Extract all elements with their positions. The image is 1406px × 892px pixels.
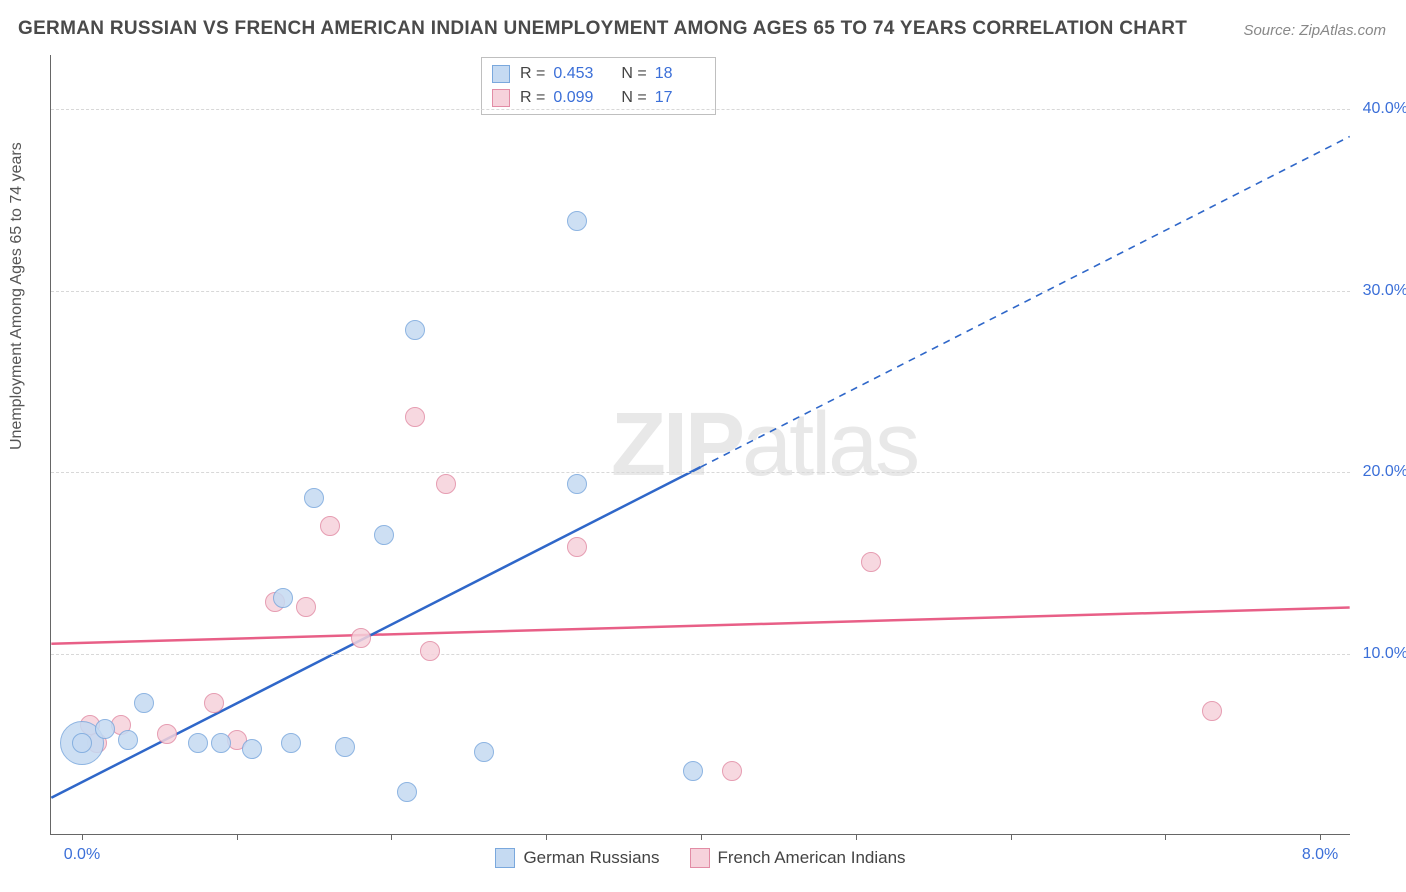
chart-title: GERMAN RUSSIAN VS FRENCH AMERICAN INDIAN… xyxy=(18,18,1187,40)
y-tick-label: 10.0% xyxy=(1363,645,1406,663)
data-point-b xyxy=(861,552,881,572)
x-tick xyxy=(856,834,857,840)
n-value: 17 xyxy=(655,89,705,107)
data-point-a xyxy=(95,719,115,739)
data-point-a xyxy=(281,733,301,753)
legend-label: French American Indians xyxy=(718,848,906,868)
x-tick xyxy=(1165,834,1166,840)
legend-swatch xyxy=(492,65,510,83)
legend-label: German Russians xyxy=(523,848,659,868)
gridline xyxy=(51,654,1350,655)
data-point-a xyxy=(304,488,324,508)
x-tick xyxy=(391,834,392,840)
x-tick-label: 0.0% xyxy=(64,846,100,864)
data-point-b xyxy=(296,597,316,617)
data-point-a xyxy=(474,742,494,762)
legend-row: R = 0.099 N = 17 xyxy=(492,86,705,110)
trend-line xyxy=(51,467,700,798)
data-point-b xyxy=(351,628,371,648)
x-tick-label: 8.0% xyxy=(1302,846,1338,864)
data-point-a xyxy=(211,733,231,753)
data-point-a xyxy=(683,761,703,781)
data-point-a xyxy=(273,588,293,608)
y-tick-label: 40.0% xyxy=(1363,100,1406,118)
x-tick xyxy=(82,834,83,840)
legend-row: R = 0.453 N = 18 xyxy=(492,62,705,86)
data-point-b xyxy=(204,693,224,713)
r-value: 0.099 xyxy=(553,89,603,107)
data-point-a xyxy=(567,211,587,231)
data-point-b xyxy=(320,516,340,536)
y-tick-label: 20.0% xyxy=(1363,463,1406,481)
r-label: R = xyxy=(520,89,545,107)
data-point-b xyxy=(722,761,742,781)
legend-item: French American Indians xyxy=(690,848,906,868)
n-label: N = xyxy=(621,65,646,83)
gridline xyxy=(51,472,1350,473)
x-tick xyxy=(1011,834,1012,840)
series-legend: German Russians French American Indians xyxy=(51,848,1350,868)
data-point-a xyxy=(567,474,587,494)
data-point-b xyxy=(1202,701,1222,721)
data-point-a xyxy=(242,739,262,759)
x-tick xyxy=(1320,834,1321,840)
watermark-atlas: atlas xyxy=(742,395,917,495)
data-point-b xyxy=(157,724,177,744)
gridline xyxy=(51,109,1350,110)
watermark-zip: ZIP xyxy=(611,395,742,495)
data-point-a xyxy=(405,320,425,340)
x-tick xyxy=(237,834,238,840)
data-point-b xyxy=(420,641,440,661)
data-point-a xyxy=(118,730,138,750)
y-axis-label: Unemployment Among Ages 65 to 74 years xyxy=(8,142,26,450)
watermark: ZIPatlas xyxy=(51,55,1350,834)
r-value: 0.453 xyxy=(553,65,603,83)
data-point-a xyxy=(335,737,355,757)
trend-line xyxy=(51,608,1349,644)
data-point-a xyxy=(188,733,208,753)
n-label: N = xyxy=(621,89,646,107)
data-point-b xyxy=(436,474,456,494)
source-attribution: Source: ZipAtlas.com xyxy=(1243,22,1386,39)
correlation-legend: R = 0.453 N = 18 R = 0.099 N = 17 xyxy=(481,57,716,115)
legend-swatch xyxy=(492,89,510,107)
data-point-b xyxy=(405,407,425,427)
x-tick xyxy=(701,834,702,840)
legend-item: German Russians xyxy=(495,848,659,868)
legend-swatch xyxy=(495,848,515,868)
n-value: 18 xyxy=(655,65,705,83)
trend-lines-layer xyxy=(51,55,1350,834)
data-point-a xyxy=(397,782,417,802)
legend-swatch xyxy=(690,848,710,868)
plot-area: ZIPatlas R =0.453N =18R =0.099N =17 Germ… xyxy=(50,55,1350,835)
data-point-a xyxy=(374,525,394,545)
data-point-a xyxy=(134,693,154,713)
y-tick-label: 30.0% xyxy=(1363,282,1406,300)
x-tick xyxy=(546,834,547,840)
r-label: R = xyxy=(520,65,545,83)
data-point-a xyxy=(72,733,92,753)
data-point-b xyxy=(567,537,587,557)
trend-line xyxy=(701,137,1350,468)
gridline xyxy=(51,291,1350,292)
svg-text:ZIPatlas: ZIPatlas xyxy=(611,395,917,495)
